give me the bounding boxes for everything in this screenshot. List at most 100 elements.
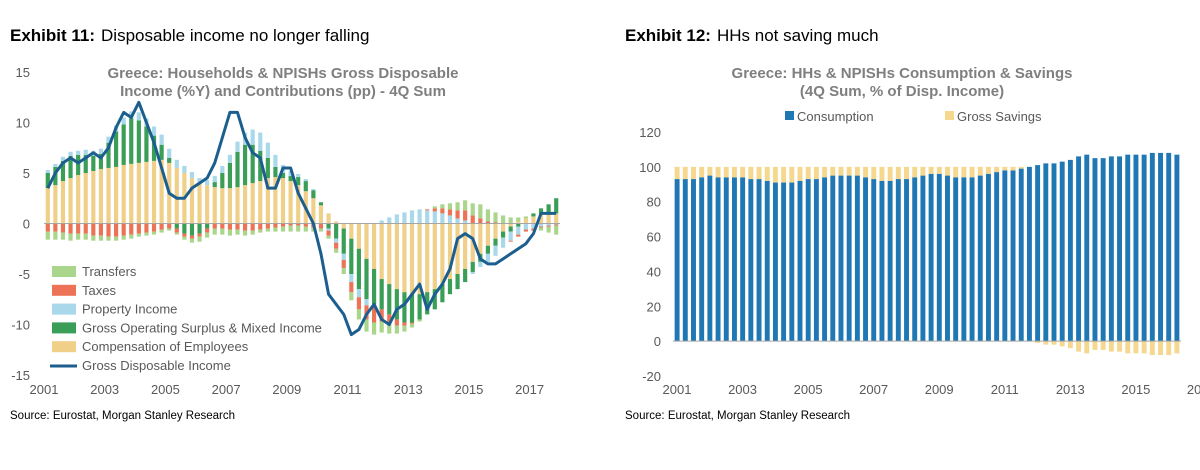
legend-swatch-consumption <box>785 111 794 120</box>
gross-operating-surplus-mixed-income-bar <box>470 261 475 272</box>
transfers-bar <box>455 202 460 211</box>
compensation-of-employees-bar <box>379 223 384 280</box>
exhibit-11: Exhibit 11: Disposable income no longer f… <box>0 0 590 470</box>
transfers-bar <box>523 216 528 219</box>
taxes-bar <box>538 226 544 228</box>
property-income-bar <box>417 209 422 224</box>
transfers-bar <box>129 234 134 239</box>
property-income-bar <box>501 237 506 248</box>
taxes-bar <box>167 223 172 229</box>
transfers-bar <box>114 236 119 241</box>
gross-operating-surplus-mixed-income-bar <box>243 144 248 186</box>
gross-operating-surplus-mixed-income-bar <box>182 223 187 234</box>
legend-label-transfers: Transfers <box>82 264 137 279</box>
consumption-bar <box>1035 165 1041 342</box>
x-tick-label: 2013 <box>1056 382 1085 397</box>
gross-operating-surplus-mixed-income-bar <box>174 223 179 229</box>
gross-operating-surplus-mixed-income-bar <box>76 154 81 176</box>
gross-savings-bar <box>1158 341 1163 356</box>
taxes-bar <box>303 223 308 227</box>
legend-swatch-gross-operating-surplus-mixed-income <box>52 322 76 334</box>
compensation-of-employees-bar <box>197 183 202 224</box>
exhibit-11-title: Disposable income no longer falling <box>101 26 370 45</box>
gross-savings-bar <box>1174 341 1180 354</box>
property-income-bar <box>546 223 551 226</box>
legend-label-consumption: Consumption <box>797 109 874 124</box>
property-income-bar <box>189 171 195 179</box>
x-tick-label: 2017 <box>515 382 544 397</box>
gross-savings-bar <box>707 166 713 176</box>
gross-savings-bar <box>674 166 680 180</box>
x-tick-label: 2011 <box>334 382 362 397</box>
transfers-bar <box>91 235 96 241</box>
taxes-bar <box>212 223 217 229</box>
transfers-bar <box>288 225 293 232</box>
compensation-of-employees-bar <box>334 221 339 224</box>
transfers-bar <box>45 231 50 240</box>
property-income-bar <box>68 151 73 156</box>
property-income-bar <box>409 210 415 224</box>
taxes-bar <box>151 223 157 232</box>
consumption-bar <box>977 175 983 342</box>
compensation-of-employees-bar <box>538 214 544 224</box>
gross-operating-surplus-mixed-income-bar <box>485 245 490 254</box>
compensation-of-employees-bar <box>341 223 346 229</box>
property-income-bar <box>60 156 66 161</box>
transfers-bar <box>387 323 392 334</box>
consumption-bar <box>1076 156 1082 342</box>
transfers-bar <box>53 231 58 240</box>
property-income-bar <box>432 211 437 224</box>
y-tick-label: 120 <box>639 125 661 140</box>
property-income-bar <box>402 212 407 224</box>
compensation-of-employees-bar <box>250 183 255 224</box>
consumption-bar <box>822 177 828 342</box>
taxes-bar <box>144 223 149 233</box>
gross-operating-surplus-mixed-income-bar <box>121 124 126 165</box>
x-tick-label: 2005 <box>794 382 823 397</box>
compensation-of-employees-bar <box>296 185 301 224</box>
gross-savings-bar <box>822 166 828 178</box>
property-income-bar <box>356 289 361 298</box>
gross-operating-surplus-mixed-income-bar <box>425 292 430 315</box>
transfers-bar <box>546 226 551 233</box>
gross-savings-bar <box>1092 341 1098 350</box>
consumption-bar <box>699 177 705 342</box>
consumption-bar <box>1100 158 1106 342</box>
x-tick-label: 2001 <box>663 382 692 397</box>
gross-savings-bar <box>1018 166 1024 169</box>
property-income-bar <box>523 223 528 230</box>
taxes-bar <box>189 235 195 239</box>
transfers-bar <box>265 228 270 232</box>
consumption-bar <box>1059 161 1065 342</box>
compensation-of-employees-bar <box>220 188 225 224</box>
compensation-of-employees-bar <box>311 198 316 224</box>
property-income-bar <box>106 136 111 143</box>
taxes-bar <box>250 223 255 231</box>
compensation-of-employees-bar <box>235 187 240 224</box>
compensation-of-employees-bar <box>280 178 286 224</box>
transfers-bar <box>364 319 369 332</box>
taxes-bar <box>546 225 551 227</box>
compensation-of-employees-bar <box>212 187 217 224</box>
gross-operating-surplus-mixed-income-bar <box>114 131 119 167</box>
compensation-of-employees-bar <box>485 223 490 246</box>
property-income-bar <box>98 148 103 154</box>
consumption-bar <box>1043 163 1049 342</box>
exhibit-11-source: Source: Eurostat, Morgan Stanley Researc… <box>10 410 236 422</box>
transfers-bar <box>220 228 225 235</box>
taxes-bar <box>356 297 361 310</box>
y-tick-label: 5 <box>23 166 30 181</box>
gross-operating-surplus-mixed-income-bar <box>296 177 301 186</box>
transfers-bar <box>379 321 384 333</box>
gdi-contributions-chart: Greece: Households & NPISHs Gross Dispos… <box>11 65 560 397</box>
transfers-bar <box>326 235 331 239</box>
taxes-bar <box>220 223 225 229</box>
legend-swatch-compensation-of-employees <box>52 341 76 353</box>
gross-operating-surplus-mixed-income-bar <box>212 182 217 188</box>
compensation-of-employees-bar <box>258 181 263 224</box>
gross-savings-bar <box>789 166 795 183</box>
compensation-of-employees-bar <box>531 216 536 224</box>
transfers-bar <box>243 230 248 236</box>
consumption-bar <box>912 177 918 342</box>
transfers-bar <box>212 228 217 235</box>
